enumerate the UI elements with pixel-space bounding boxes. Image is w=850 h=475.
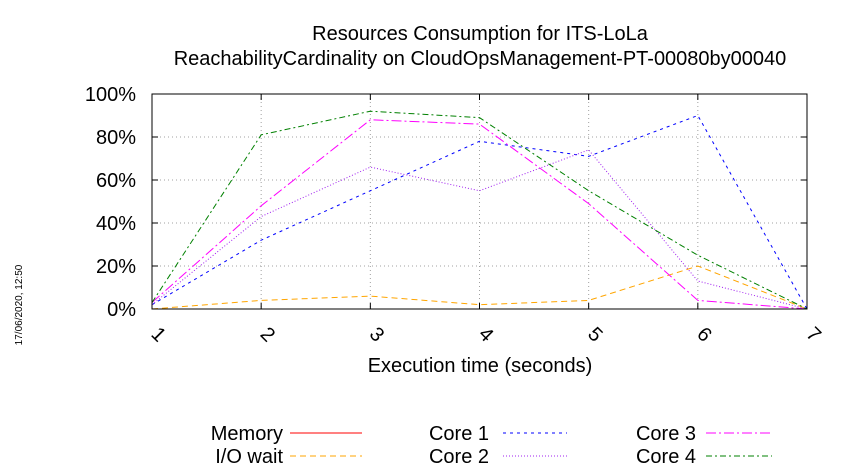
- x-tick-label: 7: [802, 323, 825, 346]
- legend-label-memory: Memory: [211, 423, 283, 445]
- x-tick-label: 4: [474, 323, 497, 346]
- series-line-core-4: [151, 110, 808, 310]
- x-tick-label: 2: [256, 323, 279, 346]
- series-line-core-1: [151, 114, 808, 310]
- series-layer: [151, 110, 808, 310]
- y-tick-label: 20%: [96, 256, 136, 278]
- y-tick-label: 40%: [96, 213, 136, 235]
- legend-label-core-1: Core 1: [429, 423, 489, 445]
- y-tick-label: 0%: [107, 299, 136, 321]
- series-line-core-2: [151, 149, 808, 310]
- series-line-core-3: [151, 119, 808, 310]
- timestamp-label: 17/06/2020, 12:50: [14, 264, 25, 345]
- x-tick-label: 1: [147, 323, 170, 346]
- x-axis-label: Execution time (seconds): [368, 355, 593, 377]
- x-tick-label: 3: [365, 323, 388, 346]
- x-tick-label: 6: [692, 323, 715, 346]
- grid: [152, 94, 807, 309]
- legend-label-core-2: Core 2: [429, 446, 489, 468]
- y-tick-label: 80%: [96, 127, 136, 149]
- legend-label-core-4: Core 4: [636, 446, 696, 468]
- series-line-i-o-wait: [151, 265, 808, 310]
- legend-label-core-3: Core 3: [636, 423, 696, 445]
- x-tick-label: 5: [583, 323, 606, 346]
- legend-label-i-o-wait: I/O wait: [215, 446, 283, 468]
- chart-title: Resources Consumption for ITS-LoLa: [312, 23, 649, 45]
- chart-subtitle: ReachabilityCardinality on CloudOpsManag…: [174, 48, 787, 70]
- y-tick-label: 60%: [96, 170, 136, 192]
- y-tick-label: 100%: [85, 84, 136, 106]
- y-tick-labels: 0% 20% 40% 60% 80% 100%: [85, 84, 807, 321]
